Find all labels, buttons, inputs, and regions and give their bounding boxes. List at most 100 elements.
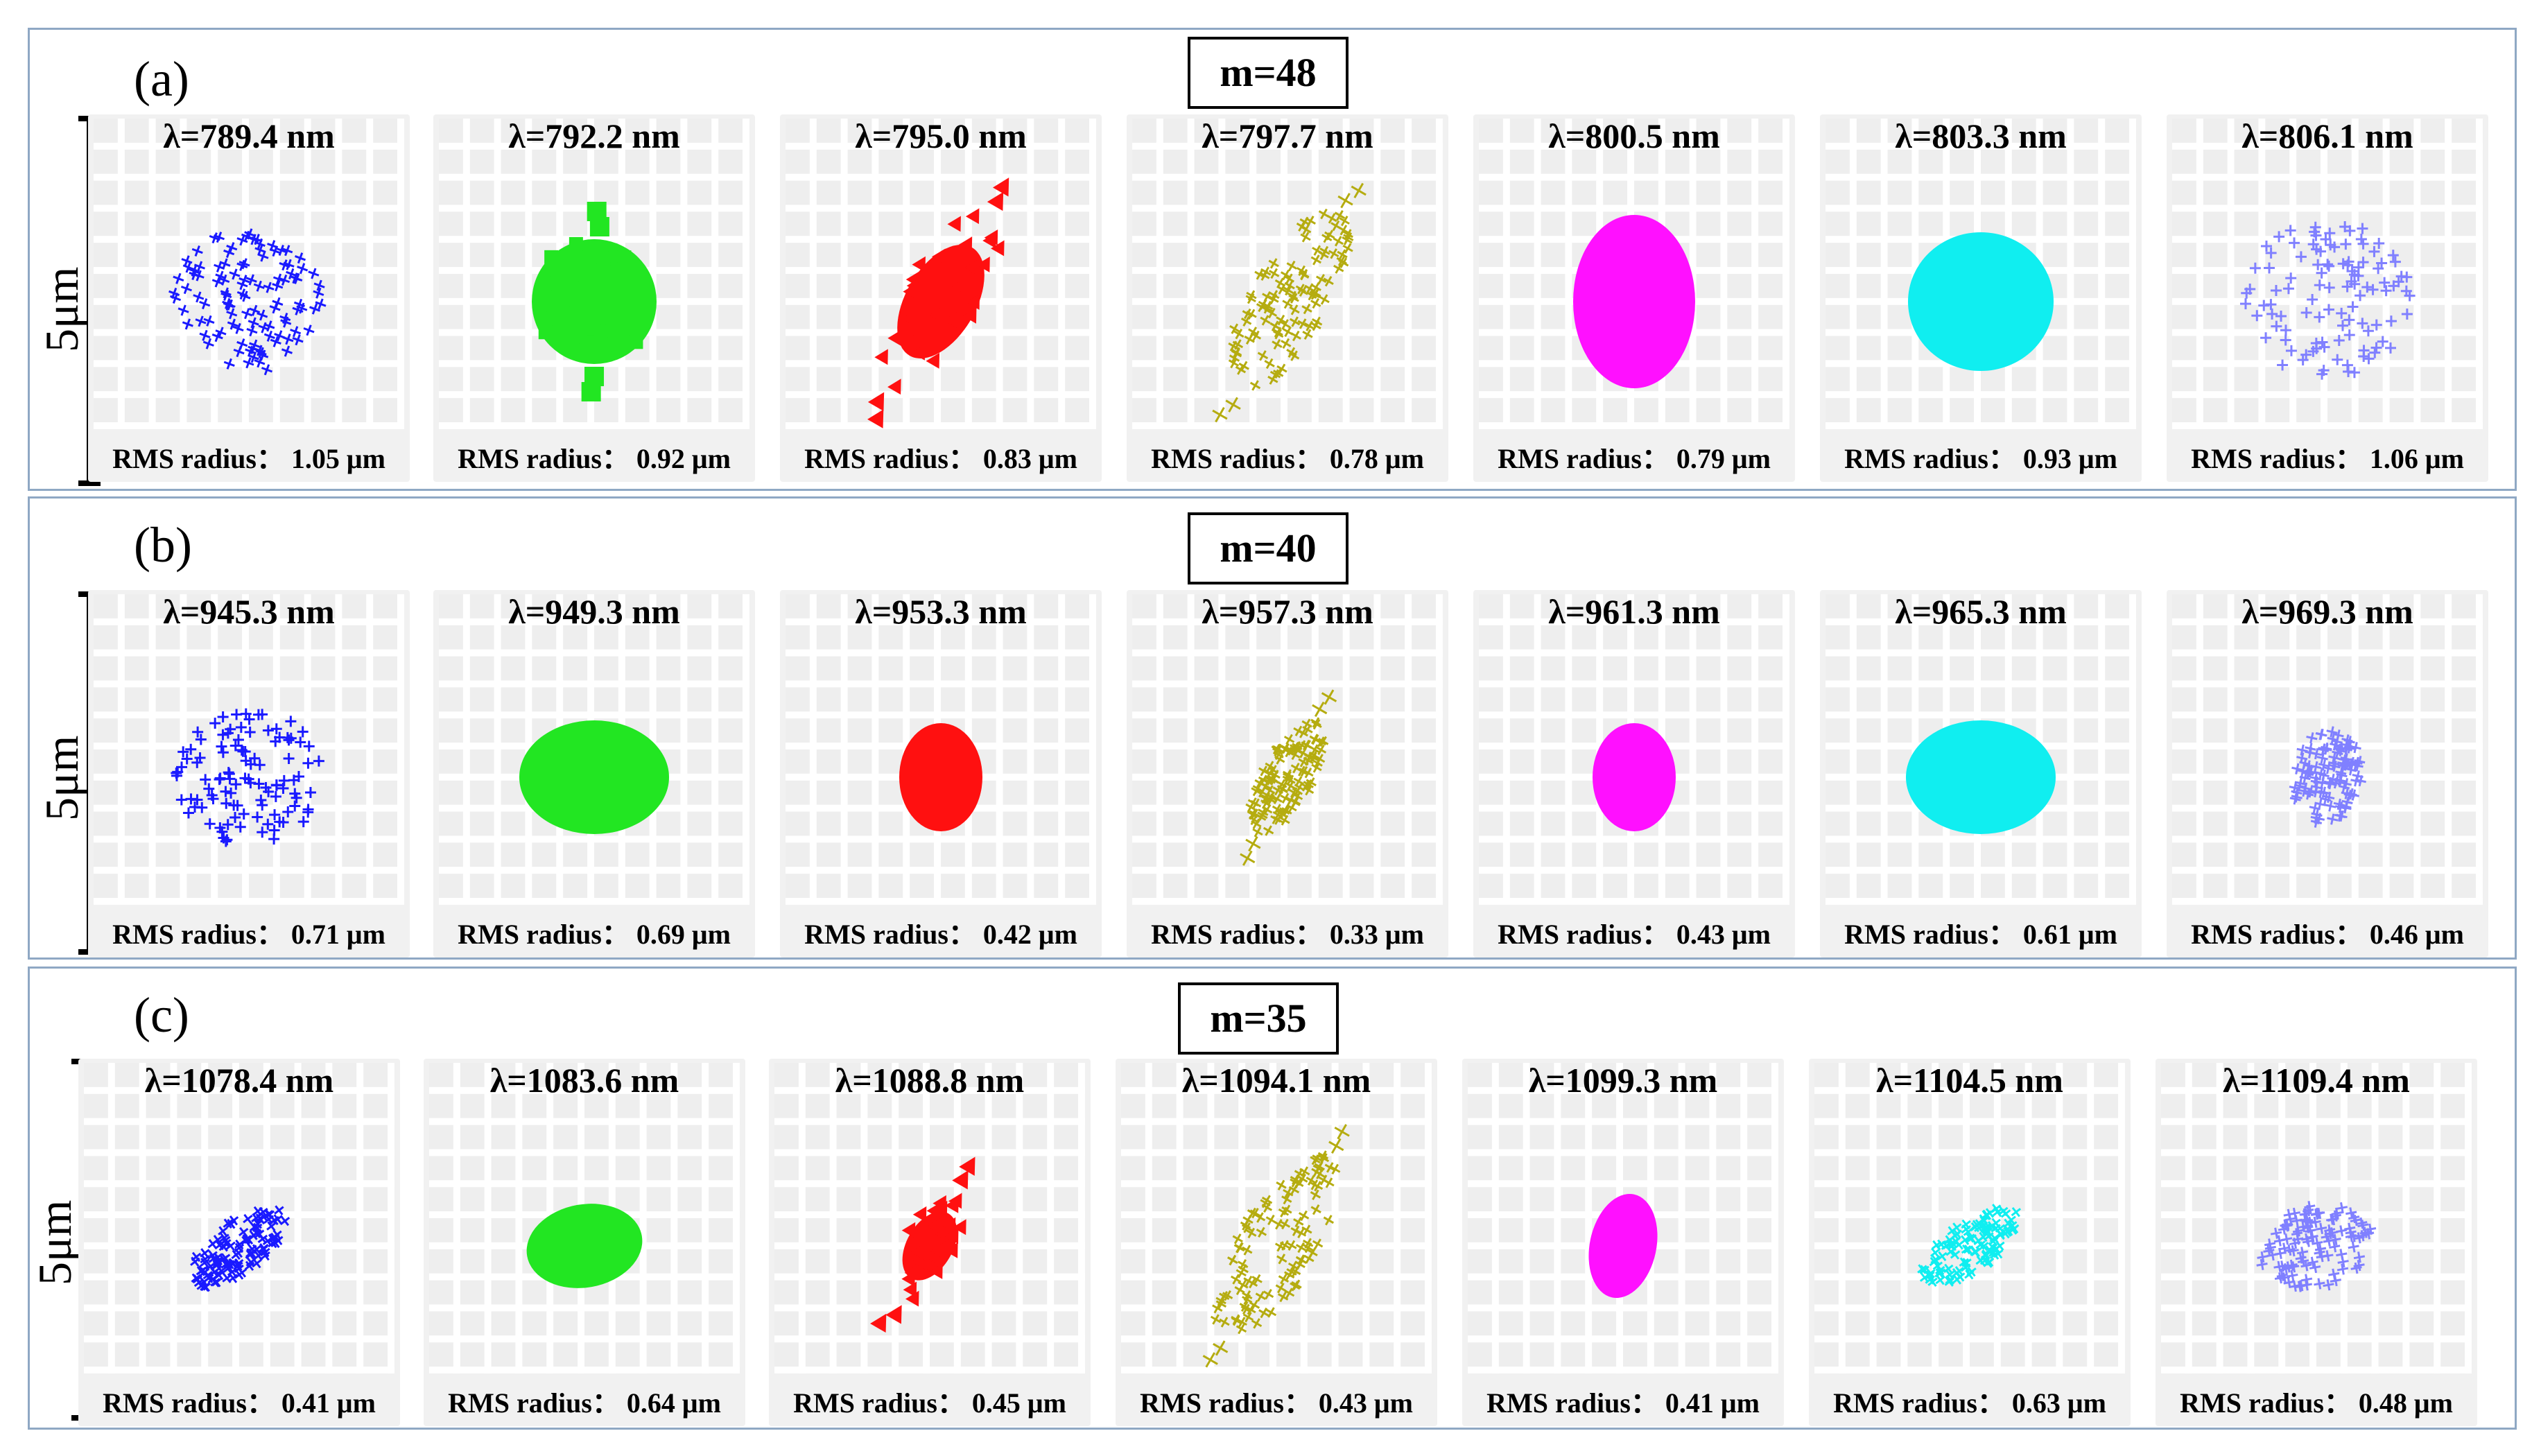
spot-marker — [1310, 1204, 1321, 1215]
spot-marker — [2325, 800, 2336, 812]
spot-marker — [1251, 1318, 1263, 1329]
spot-marker — [1261, 1195, 1273, 1206]
spot-diagram-cell: λ=957.3 nm RMS radius： 0.33 μm — [1127, 590, 1448, 957]
spot-marker — [277, 782, 289, 794]
spot-marker — [1944, 1276, 1954, 1287]
spot-marker — [1961, 1219, 1971, 1230]
spot-marker — [1246, 290, 1257, 301]
spot-marker — [2321, 743, 2332, 755]
spot-diagram — [2289, 726, 2366, 828]
spot-marker — [1212, 1303, 1223, 1314]
spot-marker — [2380, 285, 2392, 297]
spot-marker — [2350, 775, 2362, 787]
spot-marker — [252, 1258, 262, 1269]
spot-diagram-cell: λ=803.3 nm RMS radius： 0.93 μm — [1820, 114, 2142, 482]
spot-marker — [289, 788, 301, 799]
spot-marker — [313, 755, 324, 767]
spot-marker — [2323, 304, 2334, 315]
spot-marker — [253, 778, 265, 790]
spot-marker — [268, 833, 280, 845]
spot-grid — [2172, 594, 2483, 905]
spot-marker — [1219, 1317, 1230, 1328]
spot-marker — [233, 1258, 244, 1269]
spot-marker — [274, 1205, 284, 1215]
spot-marker — [1311, 316, 1323, 328]
spot-marker — [1312, 1238, 1324, 1249]
spot-diagram-cell: λ=792.2 nm RMS radius： 0.92 μm — [433, 114, 755, 482]
spot-marker — [229, 740, 241, 752]
spot-marker — [1319, 245, 1330, 257]
spot-pattern — [1593, 723, 1676, 831]
spot-marker — [1248, 327, 1259, 338]
spot-pattern — [1202, 1124, 1350, 1368]
spot-marker — [202, 1269, 213, 1281]
spot-marker — [1324, 1162, 1335, 1173]
spot-marker — [1959, 1257, 1970, 1267]
spot-marker — [262, 1236, 273, 1247]
spot-marker — [182, 807, 194, 819]
spot-marker — [1290, 749, 1301, 761]
spot-marker — [1272, 745, 1283, 757]
spot-marker — [2292, 1233, 2304, 1245]
spot-marker — [2314, 279, 2325, 291]
spot-marker — [930, 1242, 944, 1259]
wavelength-label: λ=797.7 nm — [1202, 116, 1373, 155]
spot-marker — [193, 261, 205, 272]
spot-marker — [1251, 1274, 1263, 1285]
rms-radius-label: RMS radius： 0.83 μm — [804, 443, 1077, 474]
spot-marker — [2341, 796, 2353, 808]
spot-marker — [239, 291, 251, 302]
wavelength-label: λ=795.0 nm — [855, 116, 1027, 155]
spot-marker — [1257, 350, 1269, 361]
spot-marker — [1318, 1153, 1330, 1164]
scale-label: 5μm — [35, 266, 88, 352]
spot-marker — [2296, 752, 2308, 764]
spot-marker — [248, 343, 259, 354]
spot-marker — [253, 280, 265, 292]
spot-marker — [2350, 759, 2361, 771]
spot-marker — [1272, 327, 1283, 338]
spot-marker — [2313, 813, 2325, 824]
spot-marker — [222, 727, 234, 739]
spot-marker — [1260, 315, 1271, 326]
spot-marker — [224, 773, 236, 785]
spot-marker — [257, 799, 268, 811]
spot-marker — [1279, 319, 1291, 330]
spot-marker — [2336, 1249, 2348, 1260]
spot-marker — [1279, 815, 1290, 826]
spot-marker — [180, 283, 192, 295]
spot-marker — [2312, 259, 2324, 270]
spot-marker — [2400, 285, 2412, 297]
spot-marker — [1276, 1254, 1287, 1265]
spot-marker — [304, 787, 316, 799]
spot-outlier-marker — [1351, 182, 1367, 199]
spot-marker — [2367, 284, 2379, 295]
spot-marker — [220, 835, 232, 847]
spot-marker — [2387, 250, 2399, 261]
spot-pattern — [1908, 232, 2054, 371]
spot-marker — [2350, 741, 2361, 754]
spot-diagram — [171, 708, 324, 847]
spot-marker — [1298, 1210, 1310, 1222]
spot-outlier-marker — [870, 1313, 887, 1333]
spot-marker — [2315, 786, 2327, 799]
spot-marker — [2340, 778, 2352, 790]
spot-marker — [2002, 1227, 2013, 1238]
spot-marker — [270, 736, 281, 747]
spot-marker — [1262, 300, 1274, 312]
spot-marker — [263, 281, 275, 293]
spot-marker — [257, 309, 268, 321]
spot-marker — [1925, 1270, 1935, 1281]
spot-marker — [1309, 734, 1320, 745]
spot-marker — [2256, 1258, 2268, 1271]
spot-marker — [289, 800, 301, 812]
spot-marker — [901, 1270, 915, 1287]
spot-grid — [2172, 119, 2483, 429]
spot-marker — [275, 244, 287, 257]
spot-marker — [1267, 774, 1279, 786]
spot-marker — [1309, 289, 1320, 300]
spot-marker — [1278, 1206, 1290, 1217]
spot-marker — [1255, 1290, 1267, 1302]
spot-marker — [538, 325, 553, 340]
spot-marker — [1279, 1240, 1291, 1251]
